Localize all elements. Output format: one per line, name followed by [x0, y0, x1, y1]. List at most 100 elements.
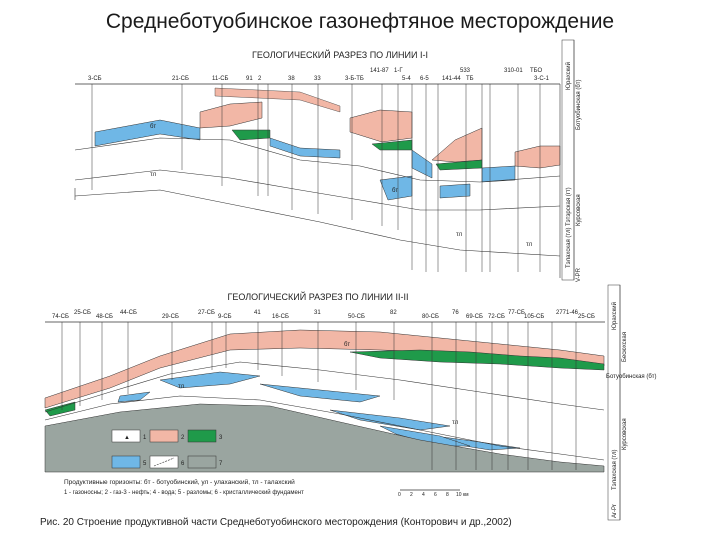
layer-label: бт: [344, 342, 350, 348]
oil-body: [44, 401, 76, 417]
wells-2: [61, 322, 577, 470]
legend: ▲ 1 2 3 5 6 7 Продуктивные горизонты: бт…: [64, 429, 304, 496]
strat-label: Тэлахская (тл): [566, 228, 572, 269]
figure-caption: Рис. 20 Строение продуктивной части Сред…: [40, 517, 512, 528]
well-label: 5-4: [402, 76, 411, 82]
well-label: 27-СБ: [198, 310, 215, 316]
legend-item: 2: [181, 435, 185, 441]
well-label: ТБО: [530, 68, 543, 74]
gas-body: [514, 145, 561, 169]
slide-title: Среднеботуобинское газонефтяное месторож…: [105, 10, 615, 33]
well-label: 105-СБ: [524, 314, 544, 320]
well-label: 3-С-1: [534, 76, 550, 82]
well-label: 9-СБ: [218, 314, 232, 320]
well-label: 29-СБ: [162, 314, 179, 320]
strat-column-1: Юрахский Ботуобинская (бт) Тэтэрская (гт…: [561, 39, 582, 282]
layer-label: тл: [178, 384, 185, 390]
legend-swatch: [149, 429, 179, 443]
well-label: 25-СБ: [578, 314, 595, 320]
basement: [75, 194, 560, 272]
layer-labels-1: бт тл бт тл тл: [150, 124, 533, 248]
well-label: 31: [314, 310, 321, 316]
well-label: 21-СБ: [172, 76, 189, 82]
legend-item: 7: [219, 461, 223, 467]
strat-label: Юрахский: [565, 62, 572, 90]
well-label: 141-44: [442, 76, 461, 82]
well-label: 533: [460, 68, 471, 74]
scale-tick: 10 км: [456, 492, 469, 498]
well-label: 33: [314, 76, 321, 82]
layer-label: тл: [150, 172, 157, 178]
oil-body: [349, 349, 605, 371]
gas-body: [349, 109, 413, 143]
strat-label: Ar-Pr: [612, 504, 618, 518]
well-label: 69-СБ: [466, 314, 483, 320]
well-label: 3-СБ: [88, 76, 102, 82]
stratum-line: [74, 189, 561, 257]
oil-body: [231, 129, 271, 141]
well-label: 41: [254, 310, 261, 316]
legend-swatch: [187, 429, 217, 443]
legend-swatch: [111, 455, 141, 469]
scale-tick: 0: [398, 492, 401, 498]
stratum-line: [74, 137, 561, 183]
well-label: 50-СБ: [348, 314, 365, 320]
well-label: 77-СБ: [508, 310, 525, 316]
strat-label: Курсовская: [576, 194, 582, 226]
layer-label: бт: [392, 188, 398, 194]
layer-label: тл: [526, 242, 533, 248]
well-label: 16-СБ: [272, 314, 289, 320]
well-label: 2: [258, 76, 262, 82]
well-label: 74-СБ: [52, 314, 69, 320]
strat-label: Тэлахская (тл): [612, 450, 618, 491]
legend-symbol: ▲: [124, 435, 130, 441]
section-1-title: ГЕОЛОГИЧЕСКИЙ РАЗРЕЗ ПО ЛИНИИ I-I: [252, 49, 428, 60]
basement: [44, 403, 605, 473]
gas-body: [214, 87, 341, 113]
gas-body: [431, 127, 483, 163]
stratum-line: [44, 395, 605, 461]
scale-tick: 6: [434, 492, 437, 498]
water-body: [269, 137, 341, 159]
well-label: 11-СБ: [212, 76, 229, 82]
well-label: 3-Б-ТБ: [345, 76, 364, 82]
well-label: 1-Г: [394, 68, 403, 74]
legend-item: 3: [219, 435, 223, 441]
well-label: 48-СБ: [96, 314, 113, 320]
water-body: [159, 371, 261, 389]
section-2: ГЕОЛОГИЧЕСКИЙ РАЗРЕЗ ПО ЛИНИИ II-II: [44, 284, 657, 521]
layer-label: тл: [452, 420, 459, 426]
water-body: [439, 183, 471, 199]
oil-body: [371, 139, 413, 151]
well-label: ТБ: [466, 76, 474, 82]
well-label: 141-87: [370, 68, 389, 74]
well-label: 6-5: [420, 76, 429, 82]
scale-tick: 8: [446, 492, 449, 498]
layer-label: тл: [456, 232, 463, 238]
legend-item: 1: [143, 435, 147, 441]
strat-label: V-PR: [576, 267, 582, 282]
section-2-title: ГЕОЛОГИЧЕСКИЙ РАЗРЕЗ ПО ЛИНИИ II-II: [228, 291, 409, 302]
scale-tick: 4: [422, 492, 425, 498]
well-label: 80-СБ: [422, 314, 439, 320]
strat-column-2: Юрахский Бесюхская Ботуобинская (бт) Кур…: [606, 284, 657, 521]
strat-label: Ботуобинская (бт): [576, 79, 582, 130]
water-body: [94, 119, 201, 147]
section-1: ГЕОЛОГИЧЕСКИЙ РАЗРЕЗ ПО ЛИНИИ I-I: [74, 39, 582, 282]
gas-body: [199, 101, 263, 129]
legend-item: 5: [143, 461, 147, 467]
strat-label: Ботуобинская (бт): [606, 374, 657, 380]
strat-label: Курсовская: [622, 418, 628, 450]
stratum-line: [74, 169, 561, 211]
strat-label: Юрахский: [611, 302, 618, 330]
well-label: 25-СБ: [74, 310, 91, 316]
layer-labels-2: бт тл тл: [178, 342, 459, 426]
water-body: [411, 149, 433, 179]
scale-tick: 2: [410, 492, 413, 498]
legend-swatch: [187, 455, 217, 469]
layer-label: бт: [150, 124, 156, 130]
well-label: 38: [288, 76, 295, 82]
well-labels-1: 3-СБ 21-СБ 11-СБ 91 2 38 33 3-Б-ТБ 141-8…: [88, 68, 550, 82]
well-labels-2: 74-СБ 25-СБ 48-СБ 44-СБ 29-СБ 27-СБ 9-СБ…: [52, 310, 595, 320]
